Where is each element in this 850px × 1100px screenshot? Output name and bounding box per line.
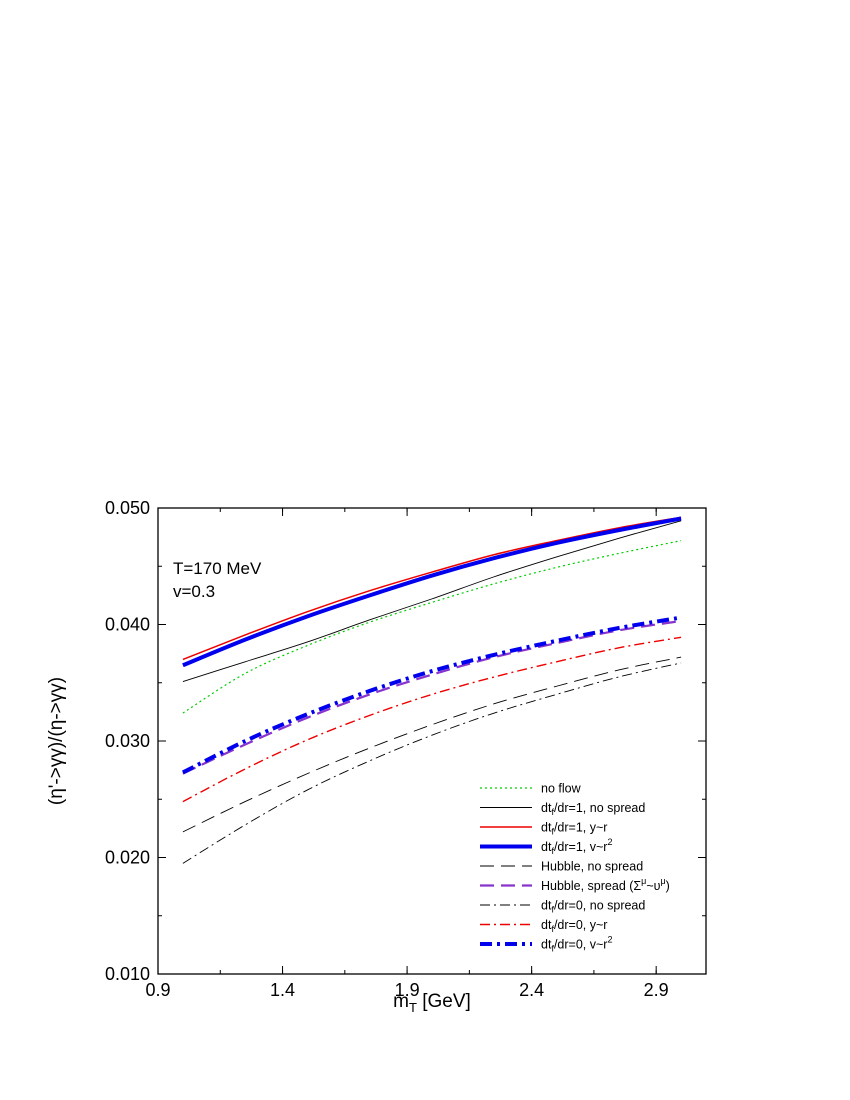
legend-label-4: Hubble, no spread <box>541 860 643 874</box>
legend-label-6: dtf/dr=0, no spread <box>541 899 645 915</box>
series-line-3 <box>182 516 682 668</box>
series-line-6 <box>182 662 682 864</box>
series-line-0 <box>182 540 682 714</box>
series-line-5 <box>182 619 682 775</box>
series-line-1 <box>182 520 682 683</box>
series-line-2 <box>182 516 682 661</box>
y-tick-label: 0.020 <box>105 848 150 868</box>
y-tick-label: 0.040 <box>105 615 150 635</box>
legend-label-7: dtf/dr=0, y~r <box>541 918 607 934</box>
x-tick-label: 1.9 <box>395 980 420 1000</box>
legend-label-8: dtf/dr=0, v~r2 <box>541 935 612 954</box>
annotation-velocity: v=0.3 <box>173 582 215 601</box>
y-tick-label: 0.030 <box>105 731 150 751</box>
y-axis-label: (η'->γγ)/(η->γγ) <box>46 677 67 805</box>
series-line-8 <box>182 615 682 775</box>
x-tick-label: 0.9 <box>145 980 170 1000</box>
y-tick-label: 0.010 <box>105 964 150 984</box>
annotation-temperature: T=170 MeV <box>173 559 262 578</box>
x-axis-label: mT [GeV] <box>393 991 471 1015</box>
legend-label-0: no flow <box>541 782 582 796</box>
legend-label-3: dtf/dr=1, v~r2 <box>541 837 612 856</box>
x-tick-label: 2.4 <box>519 980 544 1000</box>
legend-label-2: dtf/dr=1, y~r <box>541 821 607 837</box>
ticks-layer: 0.9 1.4 1.9 2.4 2.9 0.010 0.020 0.030 0.040 0.050 <box>105 498 706 1000</box>
legend-label-1: dtf/dr=1, no spread <box>541 801 645 817</box>
y-tick-label: 0.050 <box>105 498 150 518</box>
legend-label-5: Hubble, spread (Σμ~υμ) <box>541 876 670 893</box>
x-tick-label: 2.9 <box>644 980 669 1000</box>
plot-layer <box>182 516 682 864</box>
x-tick-label: 1.4 <box>270 980 295 1000</box>
series-line-7 <box>182 636 682 803</box>
series-line-4 <box>182 656 682 833</box>
